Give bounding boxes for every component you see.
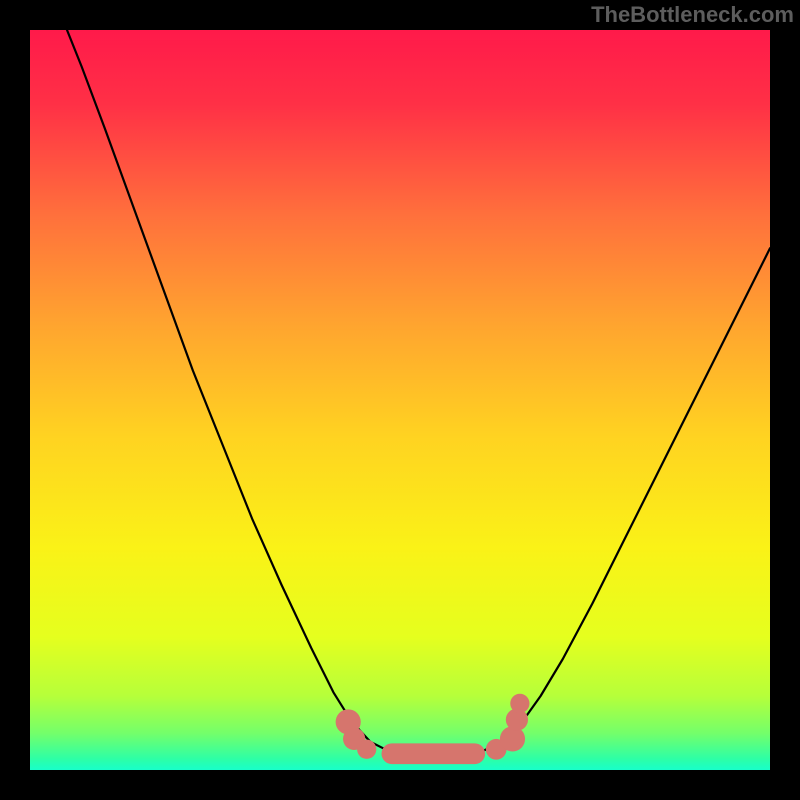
chart-svg bbox=[30, 30, 770, 770]
highlight-marker bbox=[500, 726, 525, 751]
chart-frame: TheBottleneck.com bbox=[0, 0, 800, 800]
watermark-text: TheBottleneck.com bbox=[591, 2, 794, 28]
highlight-marker bbox=[510, 694, 529, 713]
gradient-background bbox=[30, 30, 770, 770]
highlight-marker bbox=[357, 740, 376, 759]
highlight-marker bbox=[382, 743, 486, 764]
bottleneck-curve-chart bbox=[30, 30, 770, 770]
